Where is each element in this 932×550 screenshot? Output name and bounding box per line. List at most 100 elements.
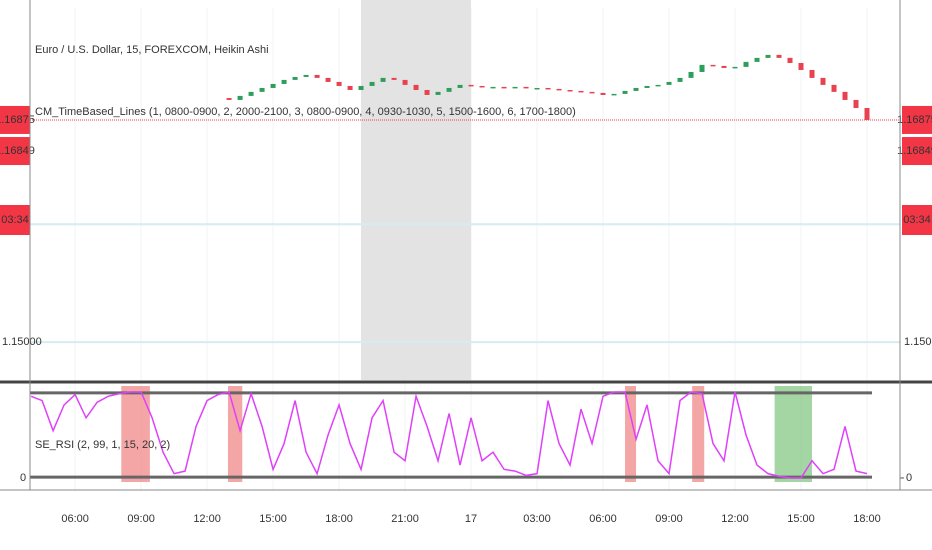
candle [578,90,584,93]
candle [490,86,496,89]
x-tick-label: 06:00 [61,513,89,525]
candle [358,85,364,90]
candle [721,65,727,68]
candle [776,54,782,58]
countdown: 03:34 [903,214,931,226]
candle [424,89,430,95]
price-label: 1.16875 [897,114,932,126]
candle [732,66,738,69]
candle [347,85,353,90]
indicator-label: SE_RSI (2, 99, 1, 15, 20, 2) [35,439,170,451]
candle [336,81,342,86]
candle [556,88,562,91]
countdown-box [0,205,30,235]
candle [567,89,573,92]
candle [655,84,661,87]
candle [754,57,760,62]
candle [248,91,254,96]
signal-band [121,386,150,482]
candle [710,64,716,67]
candle [545,87,551,90]
signal-band [625,386,637,482]
price-label-box [0,137,30,166]
candle [468,84,474,87]
price-label-box [0,105,30,134]
countdown-box [902,205,932,235]
candle [820,77,826,85]
candle [413,84,419,90]
x-tick-label: 15:00 [787,513,815,525]
price-label: 1.16875 [0,114,35,126]
candle [479,85,485,88]
candle [369,81,375,86]
y-tick-label: 0 [20,472,26,484]
x-tick-label: 18:00 [853,513,881,525]
price-label: 1.16849 [897,145,932,157]
candle [314,74,320,78]
candle [226,98,232,100]
candle [303,74,309,77]
candle [534,87,540,90]
candle [831,84,837,92]
candle [270,83,276,88]
candle [600,92,606,95]
price-label: 1.16849 [0,145,35,157]
chart-title: Euro / U.S. Dollar, 15, FOREXCOM, Heikin… [35,44,269,56]
candle [743,61,749,67]
x-tick-label: 06:00 [589,513,617,525]
session-highlight [361,0,472,380]
x-tick-label: 09:00 [127,513,155,525]
candle [325,77,331,82]
x-tick-label: 12:00 [193,513,221,525]
price-label-box [902,137,932,166]
candle [435,91,441,95]
candle [798,62,804,70]
candle [402,79,408,85]
price-label-box [902,105,932,134]
candle [380,77,386,82]
candle [688,71,694,78]
y-tick-label: 0 [906,472,912,484]
x-tick-label: 15:00 [259,513,287,525]
candle [666,81,672,85]
candle [809,69,815,78]
candle [677,77,683,82]
candle [259,87,265,92]
y-tick-label: 1.15000 [2,336,42,348]
candle [611,93,617,96]
candle [765,54,771,58]
x-tick-label: 12:00 [721,513,749,525]
countdown: 03:34 [1,214,29,226]
candle [589,91,595,94]
candle [457,84,463,88]
candle [292,76,298,80]
indicator-label: CM_TimeBased_Lines (1, 0800-0900, 2, 200… [35,106,576,118]
candle [699,64,705,72]
candle [644,85,650,88]
candle [237,95,243,100]
x-tick-label: 09:00 [655,513,683,525]
signal-band [692,386,705,482]
signal-band [774,386,813,482]
candle [446,87,452,92]
rsi-line [30,391,868,479]
candle [523,86,529,89]
x-tick-label: 03:00 [523,513,551,525]
candle [501,86,507,89]
candle [633,87,639,91]
candle [787,57,793,63]
candle [622,90,628,94]
y-tick-label: 1.15000 [904,336,932,348]
x-tick-label: 17 [465,513,477,525]
signal-band [227,386,243,482]
candle [842,91,848,100]
candle [864,107,870,120]
candle [853,99,859,108]
x-tick-label: 21:00 [391,513,419,525]
candle [391,77,397,80]
candle [512,86,518,89]
x-tick-label: 18:00 [325,513,353,525]
candle [281,79,287,84]
